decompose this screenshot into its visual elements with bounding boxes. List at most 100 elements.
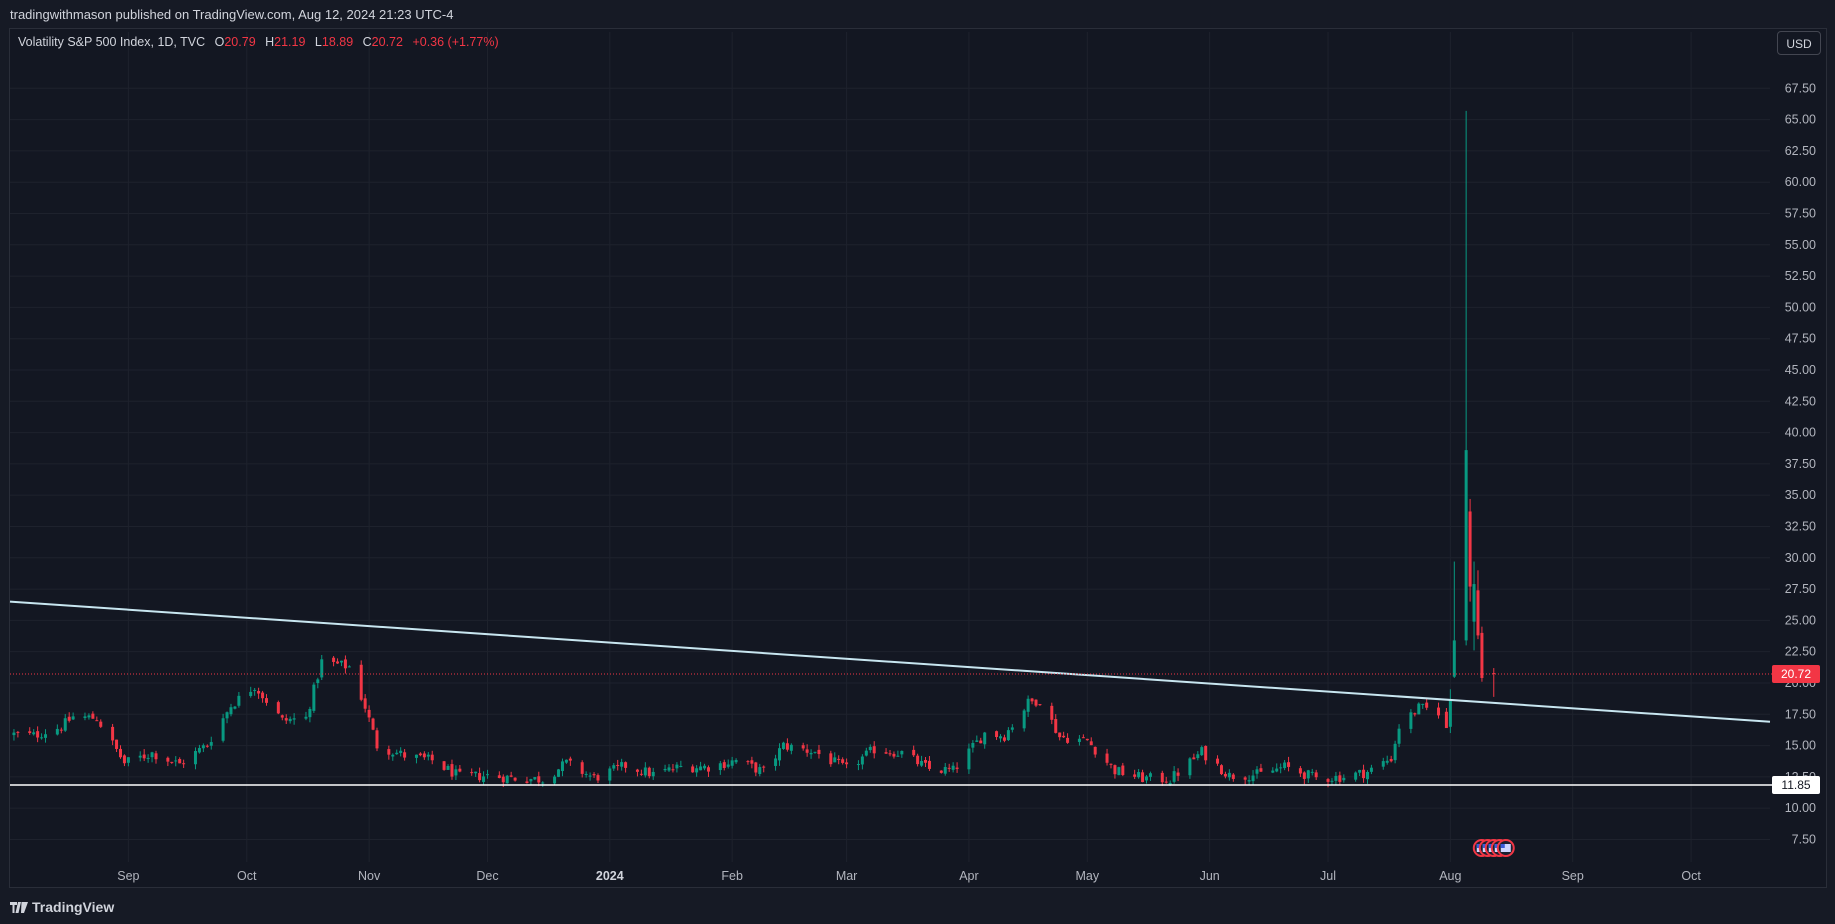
candle-body (912, 749, 916, 756)
candle-up (967, 743, 971, 774)
price-tick-label: 32.50 (1785, 519, 1816, 533)
candle-down (1038, 704, 1042, 706)
candle-up (896, 750, 900, 757)
candle-body (197, 748, 201, 753)
price-axis[interactable]: 7.5010.0012.5015.0017.5020.0022.5025.002… (1785, 81, 1816, 846)
candle-up (1354, 771, 1358, 782)
candle-down (1437, 702, 1441, 719)
candle-up (209, 736, 213, 750)
candle-up (1006, 727, 1010, 742)
candle-body (1148, 773, 1152, 777)
candle-up (920, 755, 924, 767)
candle-down (142, 749, 146, 762)
last-price-tag-label: 20.72 (1781, 667, 1811, 681)
candle-body (1468, 511, 1472, 587)
candle-down (1030, 697, 1034, 705)
candle-body (734, 760, 738, 763)
candle-body (537, 776, 541, 783)
trendline (9, 600, 1771, 723)
candle-down (205, 744, 209, 748)
candle-down (332, 656, 336, 667)
candle-body (805, 749, 809, 753)
candle-down (1133, 769, 1137, 780)
economic-events[interactable] (1472, 839, 1515, 857)
candle-down (1164, 776, 1168, 784)
candle-body (154, 753, 158, 760)
candle-body (182, 763, 186, 765)
candle-body (1381, 761, 1385, 767)
candle-body (28, 731, 32, 734)
candle-down (95, 716, 99, 722)
candle-down (592, 772, 596, 778)
candle-up (983, 731, 987, 749)
candle-body (1113, 765, 1117, 775)
time-tick-label: Oct (1681, 869, 1701, 883)
brand-logo[interactable]: TradingView (10, 899, 114, 915)
candle-down (1089, 737, 1093, 746)
candle-down (1054, 714, 1058, 734)
candle-body (1121, 765, 1125, 775)
candle-body (884, 752, 888, 754)
candle-body (1342, 777, 1346, 781)
candle-body (1358, 769, 1362, 773)
candle-up (1358, 769, 1362, 776)
candle-down (1413, 712, 1417, 717)
candle-body (67, 716, 71, 721)
candle-body (1393, 743, 1397, 761)
candle-down (257, 687, 261, 699)
candle-body (1255, 769, 1259, 774)
candle-body (430, 754, 434, 761)
candle-up (557, 768, 561, 778)
candle-body (1413, 713, 1417, 715)
time-axis[interactable]: Sep Oct Nov Dec 2024 Feb Mar Apr May Jun Jul Aug Sep… (117, 869, 1701, 883)
candle-body (1298, 768, 1302, 774)
candle-down (265, 694, 269, 706)
candle-down (178, 757, 182, 764)
candle-body (943, 766, 947, 774)
candle-body (833, 757, 837, 763)
candle-down (1480, 626, 1484, 682)
candle-body (170, 761, 174, 763)
candle-down (1121, 762, 1125, 777)
candle-body (1231, 774, 1235, 779)
time-tick-label: Mar (836, 869, 858, 883)
candle-body (939, 770, 943, 773)
candle-up (71, 712, 75, 721)
flag-canton (1488, 844, 1493, 848)
time-tick-label: May (1075, 869, 1099, 883)
candle-up (485, 769, 489, 779)
candle-up (249, 686, 253, 698)
candle-body (778, 748, 782, 761)
event-flag-icon[interactable] (1496, 839, 1515, 857)
candle-up (943, 763, 947, 776)
candle-body (675, 764, 679, 769)
candle-body (505, 775, 509, 784)
currency-button[interactable]: USD (1777, 31, 1821, 55)
candle-up (560, 758, 564, 777)
candle-up (584, 771, 588, 778)
candle-body (1492, 673, 1496, 675)
candle-body (71, 716, 75, 720)
candle-body (916, 755, 920, 765)
candle-body (967, 748, 971, 770)
candle-body (979, 740, 983, 744)
footer-bar: TradingView (0, 890, 1835, 924)
last-price-tag-bg (1772, 664, 1820, 683)
candle-body (809, 752, 813, 755)
candle-up (971, 740, 975, 753)
candle-down (995, 730, 999, 740)
chart-frame[interactable] (9, 28, 1827, 888)
candle-down (118, 745, 122, 759)
candle-body (1188, 758, 1192, 776)
candle-up (758, 763, 762, 777)
candle-body (691, 766, 695, 773)
candle-body (663, 768, 667, 771)
legend-close-value: 20.72 (371, 35, 403, 49)
candle-down (375, 727, 379, 752)
candle-body (363, 698, 367, 709)
candle-body (1279, 767, 1283, 769)
candle-body (111, 726, 115, 741)
candle-body (651, 771, 655, 777)
candle-up (1306, 769, 1310, 783)
